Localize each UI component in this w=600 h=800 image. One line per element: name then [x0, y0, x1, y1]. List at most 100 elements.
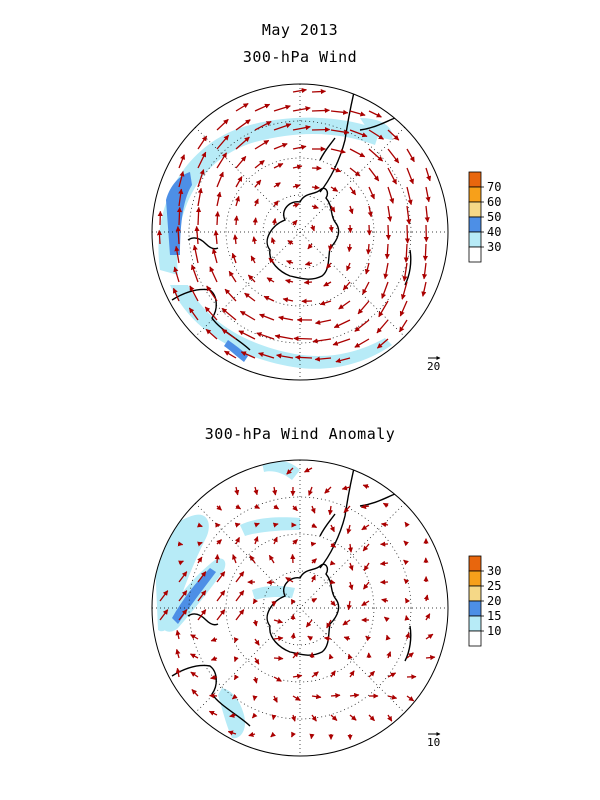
wind-vector — [378, 300, 389, 318]
wind-vector — [235, 504, 242, 510]
wind-vector — [286, 467, 294, 475]
colorbar-segment — [468, 570, 482, 587]
wind-vector — [425, 654, 436, 661]
wind-vector — [348, 205, 354, 215]
wind-vector — [292, 87, 307, 94]
wind-vector — [304, 467, 313, 473]
wind-vector — [403, 559, 409, 566]
wind-vector — [349, 148, 366, 158]
wind-vector — [311, 522, 318, 529]
wind-vector — [367, 205, 373, 218]
wind-vector — [270, 731, 276, 738]
wind-vector — [423, 594, 429, 602]
wind-vector — [292, 183, 301, 189]
wind-vector — [206, 285, 218, 302]
colorbar-tick-label: 25 — [487, 579, 501, 593]
wind-vector — [362, 543, 370, 552]
wind-vector — [268, 554, 275, 564]
wind-vector — [292, 202, 300, 208]
wind-vector — [404, 521, 410, 528]
wind-vector — [324, 486, 332, 494]
wind-vector — [376, 338, 389, 349]
wind-vector — [330, 186, 339, 192]
colorbar-segment — [468, 630, 482, 647]
coastlines — [171, 460, 426, 727]
wind-vector — [379, 560, 389, 566]
wind-vector — [311, 558, 317, 564]
wind-vector — [383, 262, 389, 280]
wind-vector — [349, 110, 366, 117]
wind-vector — [272, 695, 278, 703]
wind-vector — [176, 206, 183, 226]
wind-vector — [425, 186, 431, 203]
wind-vector — [311, 88, 327, 95]
wind-vector — [425, 613, 431, 621]
colorbar-tick-label: 70 — [487, 180, 501, 194]
wind-vector — [303, 279, 313, 285]
wind-vector — [216, 571, 226, 583]
wind-vector — [178, 560, 184, 566]
wind-vector — [381, 281, 389, 299]
wind-vector — [197, 609, 207, 621]
wind-vector — [197, 187, 203, 207]
wind-vector — [343, 505, 351, 514]
wind-vector — [266, 579, 275, 585]
reference-vector: 20 — [427, 356, 441, 373]
wind-vector — [363, 562, 370, 572]
wind-vector — [349, 129, 368, 138]
wind-vector — [266, 277, 275, 283]
wind-vector — [273, 104, 291, 112]
graticule — [152, 84, 448, 380]
wind-vector — [208, 710, 218, 716]
wind-vector — [310, 505, 316, 514]
wind-vector — [234, 536, 240, 545]
wind-vector — [197, 541, 203, 547]
wind-vector — [256, 332, 275, 340]
wind-vector — [385, 634, 391, 641]
wind-vector — [290, 632, 296, 640]
wind-vector — [292, 106, 311, 112]
wind-vector — [235, 590, 245, 602]
wind-vector — [272, 522, 279, 528]
wind-vector — [271, 217, 277, 226]
wind-vector — [365, 635, 371, 642]
wind-vector — [197, 151, 207, 169]
wind-vector — [330, 670, 336, 678]
wind-vector — [282, 297, 294, 303]
wind-vector — [347, 224, 353, 234]
wind-vector — [292, 164, 303, 170]
wind-vector — [291, 731, 296, 738]
wind-vector — [235, 571, 245, 583]
wind-vector — [308, 486, 313, 496]
wind-vector — [190, 634, 199, 640]
wind-vector — [338, 300, 351, 310]
wind-vector — [329, 579, 336, 585]
wind-vector — [329, 524, 335, 533]
wind-vector — [349, 186, 357, 196]
wind-vector — [404, 224, 411, 244]
wind-vector — [311, 204, 319, 210]
colorbar-tick-label: 20 — [487, 594, 501, 608]
wind-vector — [349, 670, 355, 678]
wind-vector — [368, 186, 375, 200]
wind-vector — [387, 167, 397, 185]
colorbar-segment — [468, 186, 482, 203]
wind-vector — [197, 169, 205, 188]
wind-vector — [330, 167, 342, 173]
wind-vector — [381, 598, 389, 604]
wind-vector — [178, 571, 188, 583]
wind-vector — [194, 225, 200, 245]
wind-vector — [402, 262, 408, 282]
wind-vector — [383, 616, 390, 623]
colorbar-tick-label: 30 — [487, 564, 501, 578]
wind-vector — [213, 230, 219, 245]
colorbar-segment — [468, 216, 482, 233]
wind-vector — [221, 328, 237, 340]
wind-vector — [366, 224, 372, 236]
wind-vector — [348, 562, 354, 571]
wind-vector — [247, 274, 256, 283]
wind-vector — [309, 733, 315, 740]
wind-vector — [376, 319, 389, 334]
